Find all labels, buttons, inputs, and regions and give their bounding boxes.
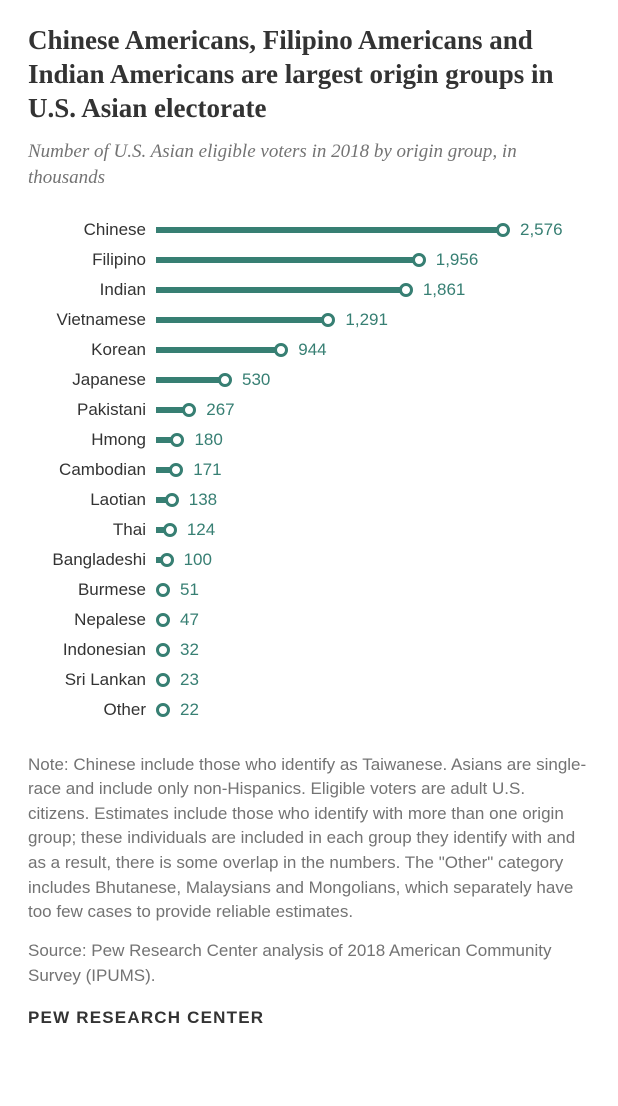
chart-note: Note: Chinese include those who identify… (28, 753, 590, 925)
lollipop-marker-icon (160, 553, 174, 567)
bar-label: Pakistani (28, 400, 156, 420)
bar-line (156, 377, 221, 383)
bar-value: 171 (193, 460, 221, 480)
bar-track: 1,861 (156, 281, 590, 299)
bar-label: Bangladeshi (28, 550, 156, 570)
bar-row: Sri Lankan 23 (28, 665, 590, 695)
bar-row: Other 22 (28, 695, 590, 725)
bar-track: 23 (156, 671, 590, 689)
bar-row: Pakistani 267 (28, 395, 590, 425)
bar-label: Indonesian (28, 640, 156, 660)
bar-row: Nepalese 47 (28, 605, 590, 635)
bar-label: Nepalese (28, 610, 156, 630)
bar-row: Vietnamese 1,291 (28, 305, 590, 335)
bar-track: 47 (156, 611, 590, 629)
bar-value: 47 (180, 610, 199, 630)
bar-track: 2,576 (156, 221, 590, 239)
bar-label: Indian (28, 280, 156, 300)
bar-label: Other (28, 700, 156, 720)
lollipop-marker-icon (412, 253, 426, 267)
bar-row: Korean 944 (28, 335, 590, 365)
bar-track: 32 (156, 641, 590, 659)
bar-row: Hmong 180 (28, 425, 590, 455)
bar-value: 22 (180, 700, 199, 720)
bar-value: 100 (184, 550, 212, 570)
bar-track: 171 (156, 461, 590, 479)
bar-track: 944 (156, 341, 590, 359)
bar-label: Thai (28, 520, 156, 540)
lollipop-marker-icon (496, 223, 510, 237)
bar-label: Cambodian (28, 460, 156, 480)
bar-value: 23 (180, 670, 199, 690)
bar-value: 1,861 (423, 280, 466, 300)
bar-row: Filipino 1,956 (28, 245, 590, 275)
bar-label: Sri Lankan (28, 670, 156, 690)
bar-value: 1,291 (345, 310, 388, 330)
bar-value: 944 (298, 340, 326, 360)
chart-title: Chinese Americans, Filipino Americans an… (28, 24, 590, 125)
lollipop-marker-icon (156, 673, 170, 687)
lollipop-marker-icon (156, 643, 170, 657)
bar-label: Laotian (28, 490, 156, 510)
bar-track: 100 (156, 551, 590, 569)
bar-track: 530 (156, 371, 590, 389)
bar-label: Filipino (28, 250, 156, 270)
bar-row: Japanese 530 (28, 365, 590, 395)
bar-line (156, 317, 324, 323)
bar-row: Indian 1,861 (28, 275, 590, 305)
lollipop-marker-icon (218, 373, 232, 387)
bar-line (156, 257, 415, 263)
lollipop-marker-icon (169, 463, 183, 477)
lollipop-marker-icon (399, 283, 413, 297)
bar-value: 1,956 (436, 250, 479, 270)
bar-row: Laotian 138 (28, 485, 590, 515)
lollipop-marker-icon (170, 433, 184, 447)
chart-subtitle: Number of U.S. Asian eligible voters in … (28, 139, 590, 190)
lollipop-marker-icon (163, 523, 177, 537)
bar-label: Hmong (28, 430, 156, 450)
lollipop-marker-icon (321, 313, 335, 327)
bar-value: 32 (180, 640, 199, 660)
bar-row: Cambodian 171 (28, 455, 590, 485)
bar-chart: Chinese 2,576 Filipino 1,956 Indian 1,861 Viet… (28, 215, 590, 725)
lollipop-marker-icon (156, 703, 170, 717)
bar-value: 530 (242, 370, 270, 390)
lollipop-marker-icon (182, 403, 196, 417)
bar-label: Chinese (28, 220, 156, 240)
bar-label: Vietnamese (28, 310, 156, 330)
lollipop-marker-icon (156, 583, 170, 597)
bar-track: 180 (156, 431, 590, 449)
lollipop-marker-icon (156, 613, 170, 627)
bar-track: 267 (156, 401, 590, 419)
bar-row: Bangladeshi 100 (28, 545, 590, 575)
bar-label: Japanese (28, 370, 156, 390)
bar-row: Indonesian 32 (28, 635, 590, 665)
bar-row: Thai 124 (28, 515, 590, 545)
lollipop-marker-icon (165, 493, 179, 507)
bar-value: 124 (187, 520, 215, 540)
bar-row: Burmese 51 (28, 575, 590, 605)
bar-track: 1,956 (156, 251, 590, 269)
chart-source: Source: Pew Research Center analysis of … (28, 939, 590, 988)
bar-track: 51 (156, 581, 590, 599)
bar-label: Korean (28, 340, 156, 360)
bar-line (156, 347, 277, 353)
publisher-logo: PEW RESEARCH CENTER (28, 1008, 590, 1028)
bar-value: 267 (206, 400, 234, 420)
bar-track: 1,291 (156, 311, 590, 329)
bar-track: 138 (156, 491, 590, 509)
bar-value: 51 (180, 580, 199, 600)
bar-line (156, 407, 185, 413)
lollipop-marker-icon (274, 343, 288, 357)
bar-line (156, 287, 402, 293)
bar-value: 2,576 (520, 220, 563, 240)
bar-value: 180 (194, 430, 222, 450)
bar-track: 124 (156, 521, 590, 539)
bar-row: Chinese 2,576 (28, 215, 590, 245)
bar-track: 22 (156, 701, 590, 719)
bar-label: Burmese (28, 580, 156, 600)
bar-line (156, 227, 499, 233)
bar-value: 138 (189, 490, 217, 510)
